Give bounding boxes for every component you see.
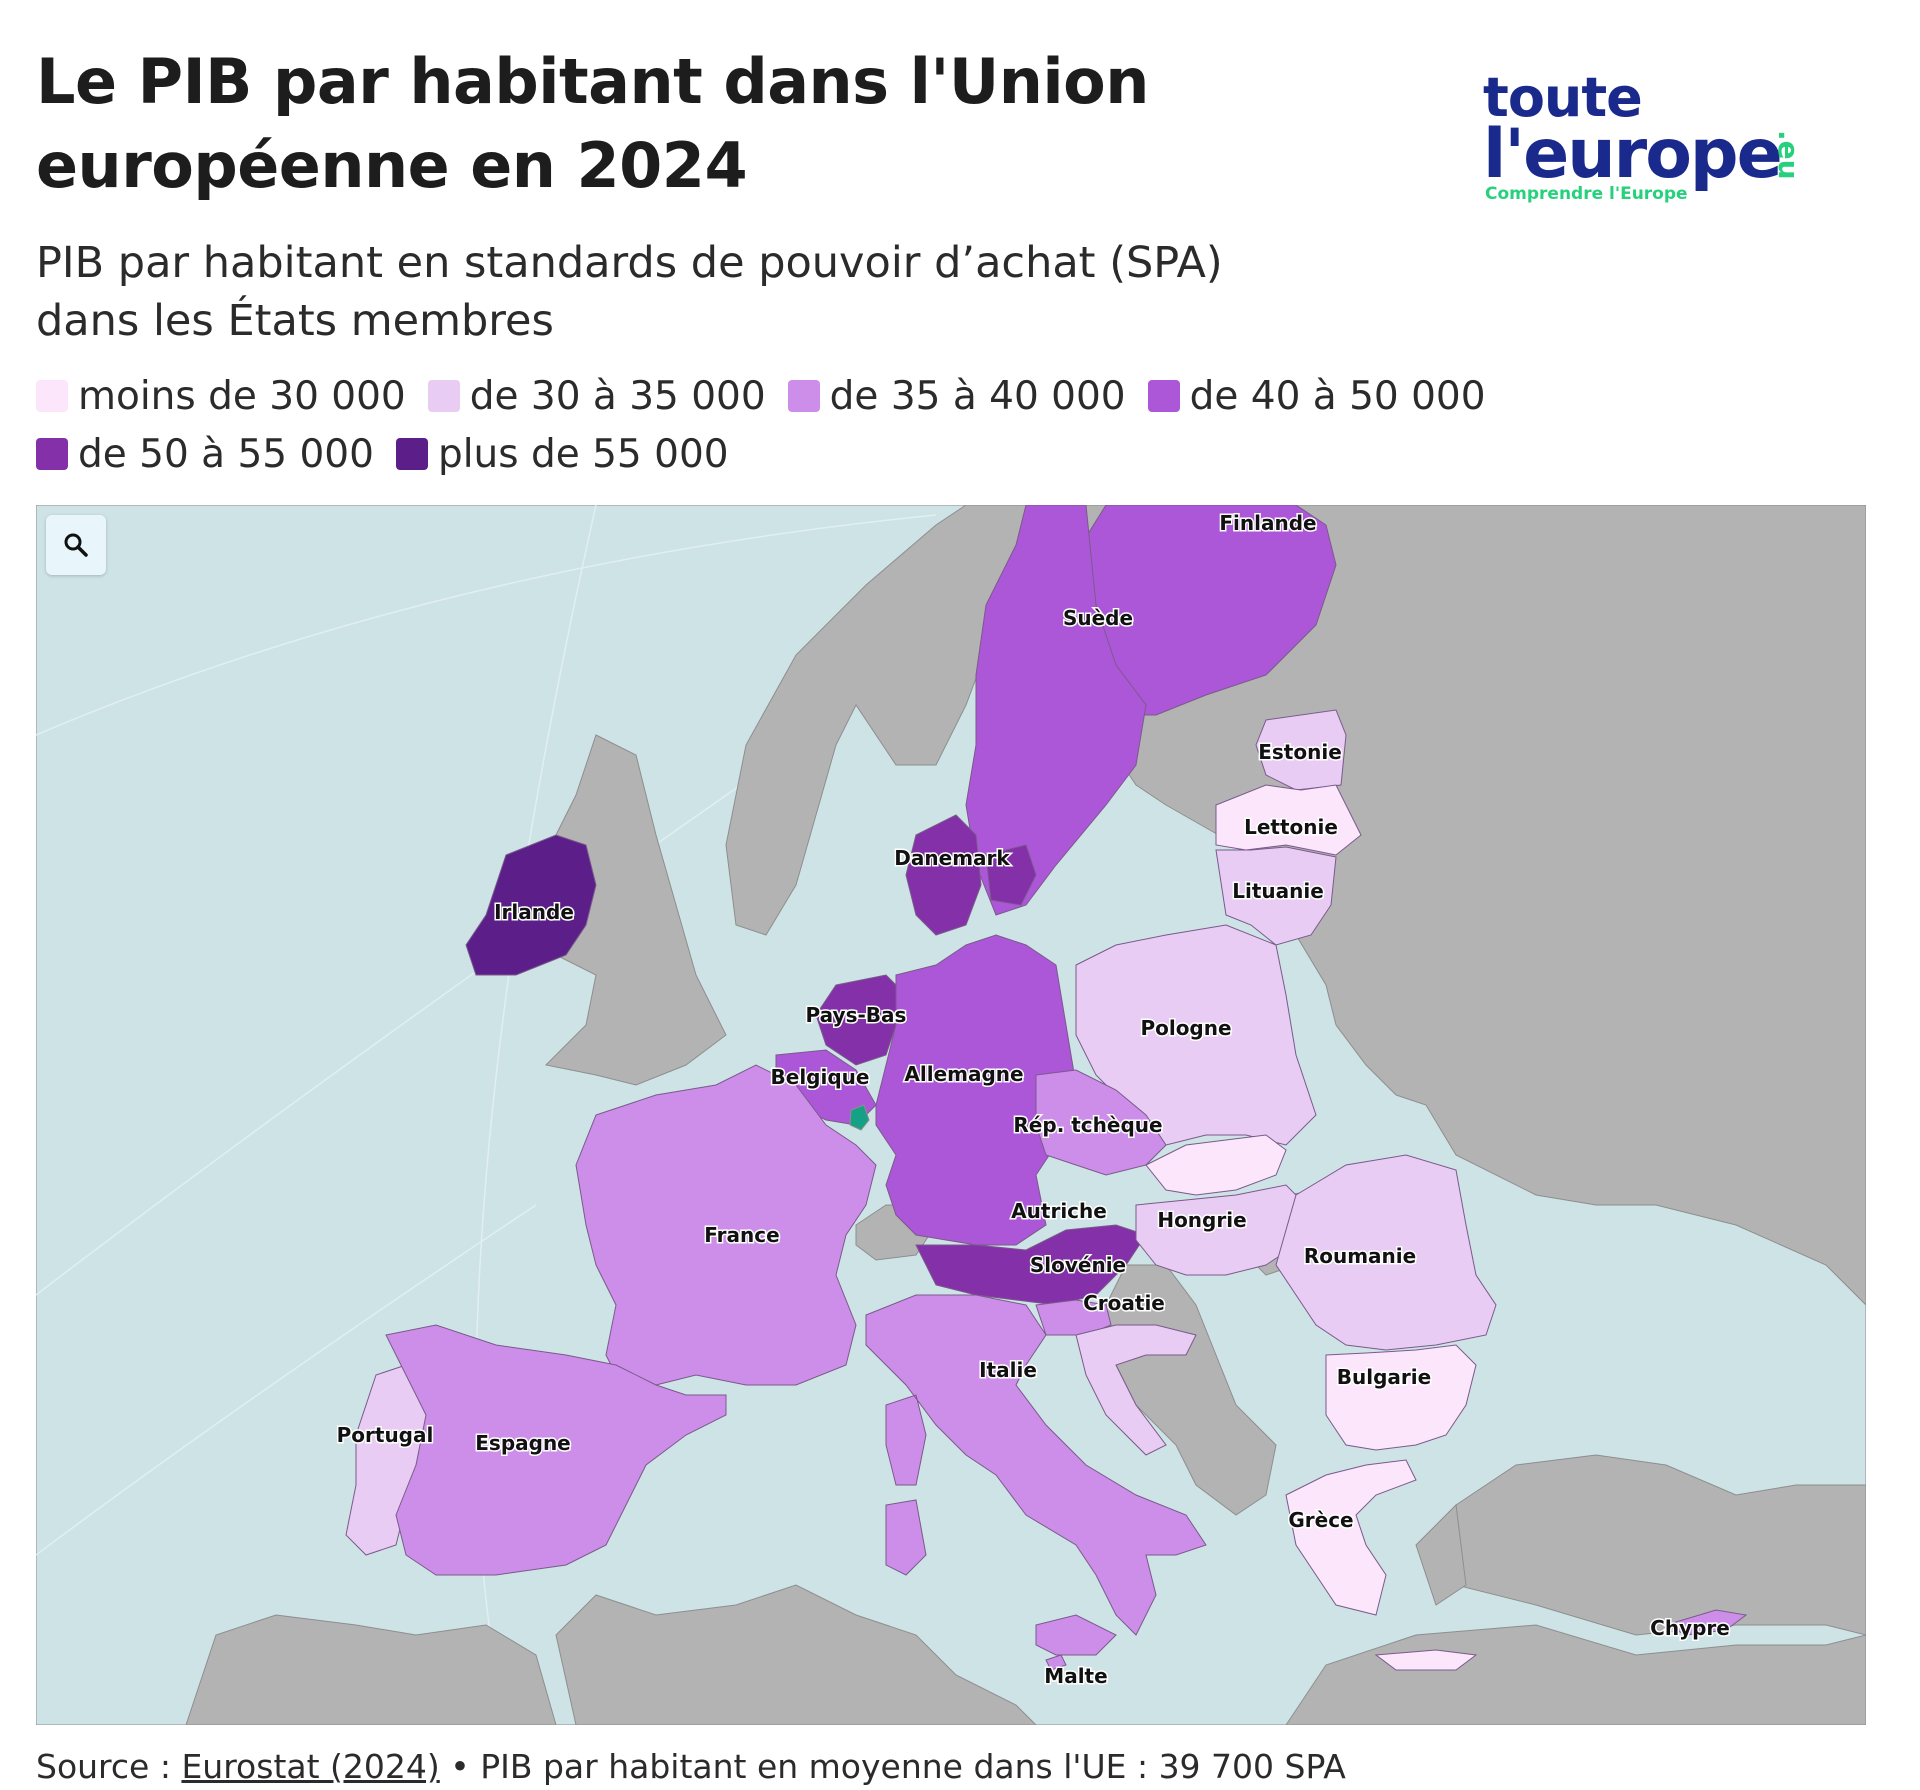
country-grece[interactable] — [1285, 1459, 1478, 1671]
legend-swatch — [36, 380, 68, 412]
legend-label: de 40 à 50 000 — [1189, 373, 1486, 419]
map-canvas[interactable]: Finlande Suède Estonie Lettonie Lituanie… — [36, 505, 1866, 1725]
label-italie: Italie — [979, 1358, 1037, 1382]
legend-item[interactable]: plus de 55 000 — [395, 430, 729, 478]
logo-line-1: toute — [1483, 66, 1643, 129]
title-line-1: Le PIB par habitant dans l'Union — [36, 45, 1149, 118]
legend-swatch — [787, 380, 820, 412]
country-pays-bas[interactable] — [815, 974, 907, 1066]
graticule — [36, 505, 937, 1725]
title-line-2: européenne en 2024 — [36, 129, 748, 202]
source-link[interactable]: Eurostat (2024) — [181, 1747, 440, 1786]
label-malte: Malte — [1044, 1664, 1107, 1688]
country-labels: Finlande Suède Estonie Lettonie Lituanie… — [335, 510, 1731, 1690]
legend-swatch — [395, 438, 428, 470]
header: Le PIB par habitant dans l'Union europée… — [36, 40, 1236, 350]
europe-map[interactable]: Finlande Suède Estonie Lettonie Lituanie… — [36, 505, 1866, 1725]
label-belgique: Belgique — [771, 1065, 870, 1089]
label-croatie: Croatie — [1083, 1291, 1165, 1315]
map-subtitle: PIB par habitant en standards de pouvoir… — [36, 234, 1236, 350]
legend-item[interactable]: de 30 à 35 000 — [427, 372, 766, 420]
source-note: Source : Eurostat (2024) • PIB par habit… — [36, 1747, 1346, 1786]
country-bulgarie[interactable] — [1325, 1344, 1477, 1451]
country-malte[interactable] — [1045, 1654, 1067, 1671]
eu-countries — [345, 505, 1748, 1671]
logo-suffix: .eu — [1772, 130, 1805, 180]
country-irlande[interactable] — [465, 834, 597, 976]
non-eu-land — [185, 505, 1866, 1725]
country-roumanie[interactable] — [1275, 1154, 1497, 1351]
legend-swatch — [36, 438, 68, 470]
label-danemark: Danemark — [894, 846, 1010, 870]
country-italie[interactable] — [865, 1294, 1207, 1656]
country-slovaquie[interactable] — [1145, 1134, 1287, 1196]
legend-label: de 50 à 55 000 — [78, 431, 374, 477]
country-luxembourg[interactable] — [849, 1104, 870, 1131]
label-roumanie: Roumanie — [1304, 1244, 1416, 1268]
subtitle-line-2: dans les États membres — [36, 296, 554, 346]
zoom-button[interactable] — [46, 515, 106, 575]
country-danemark[interactable] — [905, 814, 1037, 936]
legend-item[interactable]: moins de 30 000 — [36, 372, 406, 420]
country-lituanie[interactable] — [1215, 846, 1337, 946]
source-suffix: • PIB par habitant en moyenne dans l'UE … — [439, 1747, 1346, 1786]
label-chypre: Chypre — [1650, 1616, 1730, 1640]
legend: moins de 30 000 de 30 à 35 000 de 35 à 4… — [36, 372, 1636, 478]
label-pologne: Pologne — [1140, 1016, 1231, 1040]
label-lettonie: Lettonie — [1244, 815, 1338, 839]
country-lettonie[interactable] — [1215, 784, 1362, 856]
label-bulgarie: Bulgarie — [1337, 1365, 1431, 1389]
label-rep-tcheque: Rép. tchèque — [1013, 1113, 1162, 1137]
toute-leurope-logo[interactable]: toute l'europe .eu Comprendre l'Europe — [1475, 70, 1865, 210]
country-croatie[interactable] — [1075, 1324, 1197, 1456]
label-portugal: Portugal — [337, 1423, 434, 1447]
label-estonie: Estonie — [1258, 740, 1342, 764]
label-irlande: Irlande — [494, 900, 574, 924]
legend-swatch — [427, 380, 460, 412]
country-allemagne[interactable] — [875, 934, 1087, 1246]
legend-label: moins de 30 000 — [78, 373, 406, 419]
source-prefix: Source : — [36, 1747, 182, 1786]
label-autriche: Autriche — [1011, 1199, 1107, 1223]
legend-item[interactable]: de 50 à 55 000 — [36, 430, 374, 478]
label-espagne: Espagne — [475, 1431, 571, 1455]
label-slovenie: Slovénie — [1030, 1253, 1126, 1277]
country-chypre[interactable] — [1664, 1609, 1748, 1636]
label-grece: Grèce — [1288, 1508, 1353, 1532]
country-france[interactable] — [575, 1064, 877, 1396]
logo-tagline: Comprendre l'Europe — [1485, 184, 1688, 204]
label-finlande: Finlande — [1219, 511, 1316, 535]
label-france: France — [704, 1223, 779, 1247]
logo-line-2: l'europe — [1483, 115, 1783, 194]
subtitle-line-1: PIB par habitant en standards de pouvoir… — [36, 238, 1223, 288]
legend-label: de 30 à 35 000 — [469, 373, 766, 419]
label-pays-bas: Pays-Bas — [806, 1003, 907, 1027]
legend-item[interactable]: de 40 à 50 000 — [1147, 372, 1486, 420]
label-suede: Suède — [1063, 606, 1133, 630]
map-title: Le PIB par habitant dans l'Union europée… — [36, 40, 1236, 208]
legend-label: plus de 55 000 — [437, 431, 729, 477]
label-lituanie: Lituanie — [1232, 879, 1324, 903]
label-hongrie: Hongrie — [1157, 1208, 1246, 1232]
legend-item[interactable]: de 35 à 40 000 — [787, 372, 1126, 420]
legend-label: de 35 à 40 000 — [829, 373, 1126, 419]
country-suede[interactable] — [965, 505, 1147, 916]
legend-swatch — [1147, 380, 1180, 412]
search-icon — [64, 533, 88, 557]
country-espagne[interactable] — [385, 1324, 727, 1576]
label-allemagne: Allemagne — [904, 1062, 1023, 1086]
